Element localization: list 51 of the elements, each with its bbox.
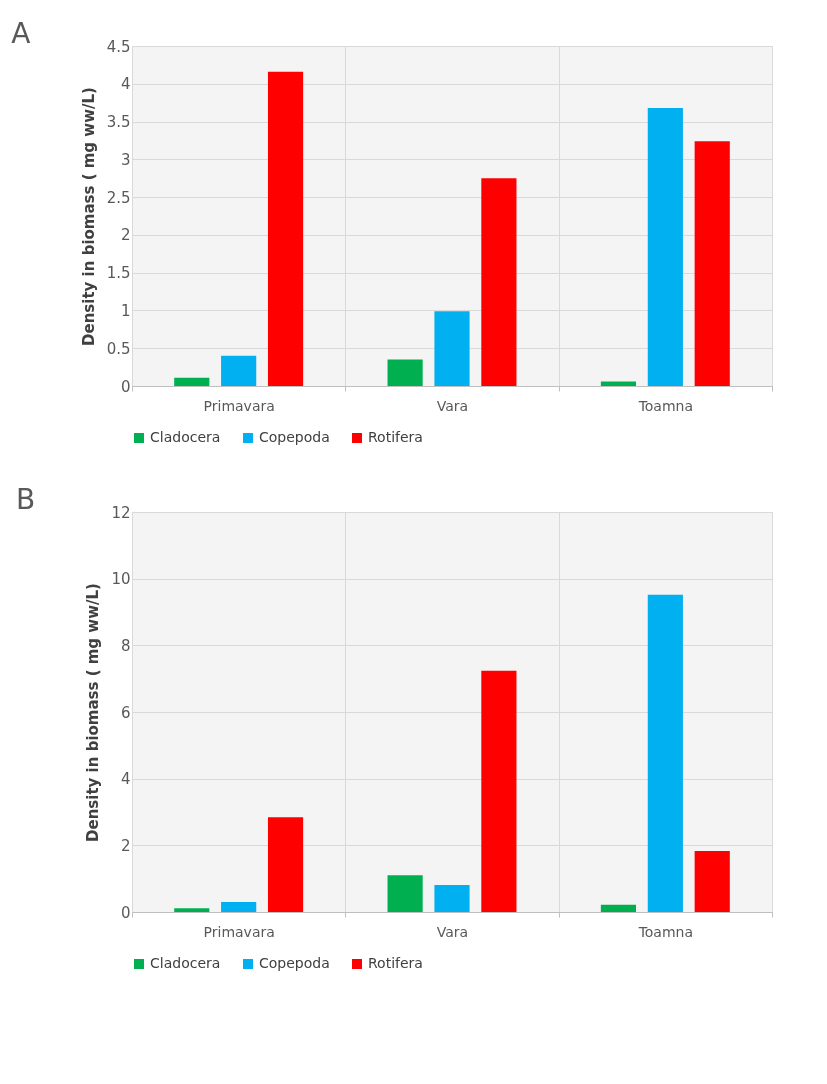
y-tick-label: 12 xyxy=(111,503,131,522)
y-tick-label: 0 xyxy=(120,903,131,922)
y-tick-label: 8 xyxy=(120,636,131,655)
x-tick-label: Primavara xyxy=(203,397,275,414)
y-tick-label: 1 xyxy=(120,301,131,320)
bar xyxy=(600,381,637,386)
bar xyxy=(387,359,423,386)
x-tick-label: Vara xyxy=(436,397,469,414)
bar xyxy=(434,311,470,386)
x-tick-label: Vara xyxy=(436,923,469,940)
chart-title: B xyxy=(15,483,36,516)
bar xyxy=(387,875,423,912)
y-tick-label: 0 xyxy=(120,377,131,396)
y-tick-label: 6 xyxy=(120,703,131,722)
x-tick-label: Toamna xyxy=(637,923,694,940)
x-tick-label: Primavara xyxy=(203,923,275,940)
bar xyxy=(694,141,730,386)
bar xyxy=(221,355,257,386)
y-tick-label: 1.5 xyxy=(106,264,131,283)
bar xyxy=(174,908,210,912)
bar xyxy=(267,817,304,912)
y-tick-label: 0.5 xyxy=(106,339,131,358)
y-axis-title: Density in biomass ( mg ww/L) xyxy=(84,583,103,842)
y-tick-label: 2.5 xyxy=(106,188,131,207)
legend-label: Rotifera xyxy=(368,955,423,971)
legend-label: Cladocera xyxy=(150,955,221,971)
y-tick-label: 2 xyxy=(120,836,131,855)
y-tick-label: 10 xyxy=(111,570,131,589)
legend-label: Cladocera xyxy=(150,429,221,445)
bar xyxy=(600,904,637,912)
y-axis-title: Density in biomass ( mg ww/L) xyxy=(79,87,98,346)
legend-label: Rotifera xyxy=(368,429,423,445)
bar xyxy=(647,107,683,386)
y-tick-label: 2 xyxy=(120,226,131,245)
y-tick-label: 4 xyxy=(120,75,131,94)
legend-label: Copepoda xyxy=(259,429,330,445)
bar xyxy=(481,670,517,912)
y-tick-label: 4 xyxy=(120,770,131,789)
bar xyxy=(647,594,683,912)
bar xyxy=(434,885,470,912)
y-tick-label: 3.5 xyxy=(106,113,131,132)
y-tick-label: 3 xyxy=(120,150,131,169)
x-tick-label: Toamna xyxy=(637,397,694,414)
bar xyxy=(267,71,304,386)
y-tick-label: 4.5 xyxy=(106,37,131,56)
bar xyxy=(221,902,257,912)
bar xyxy=(174,377,210,386)
bar xyxy=(481,178,517,386)
chart-title: A xyxy=(11,17,31,50)
bar xyxy=(694,851,730,912)
legend-label: Copepoda xyxy=(259,955,330,971)
